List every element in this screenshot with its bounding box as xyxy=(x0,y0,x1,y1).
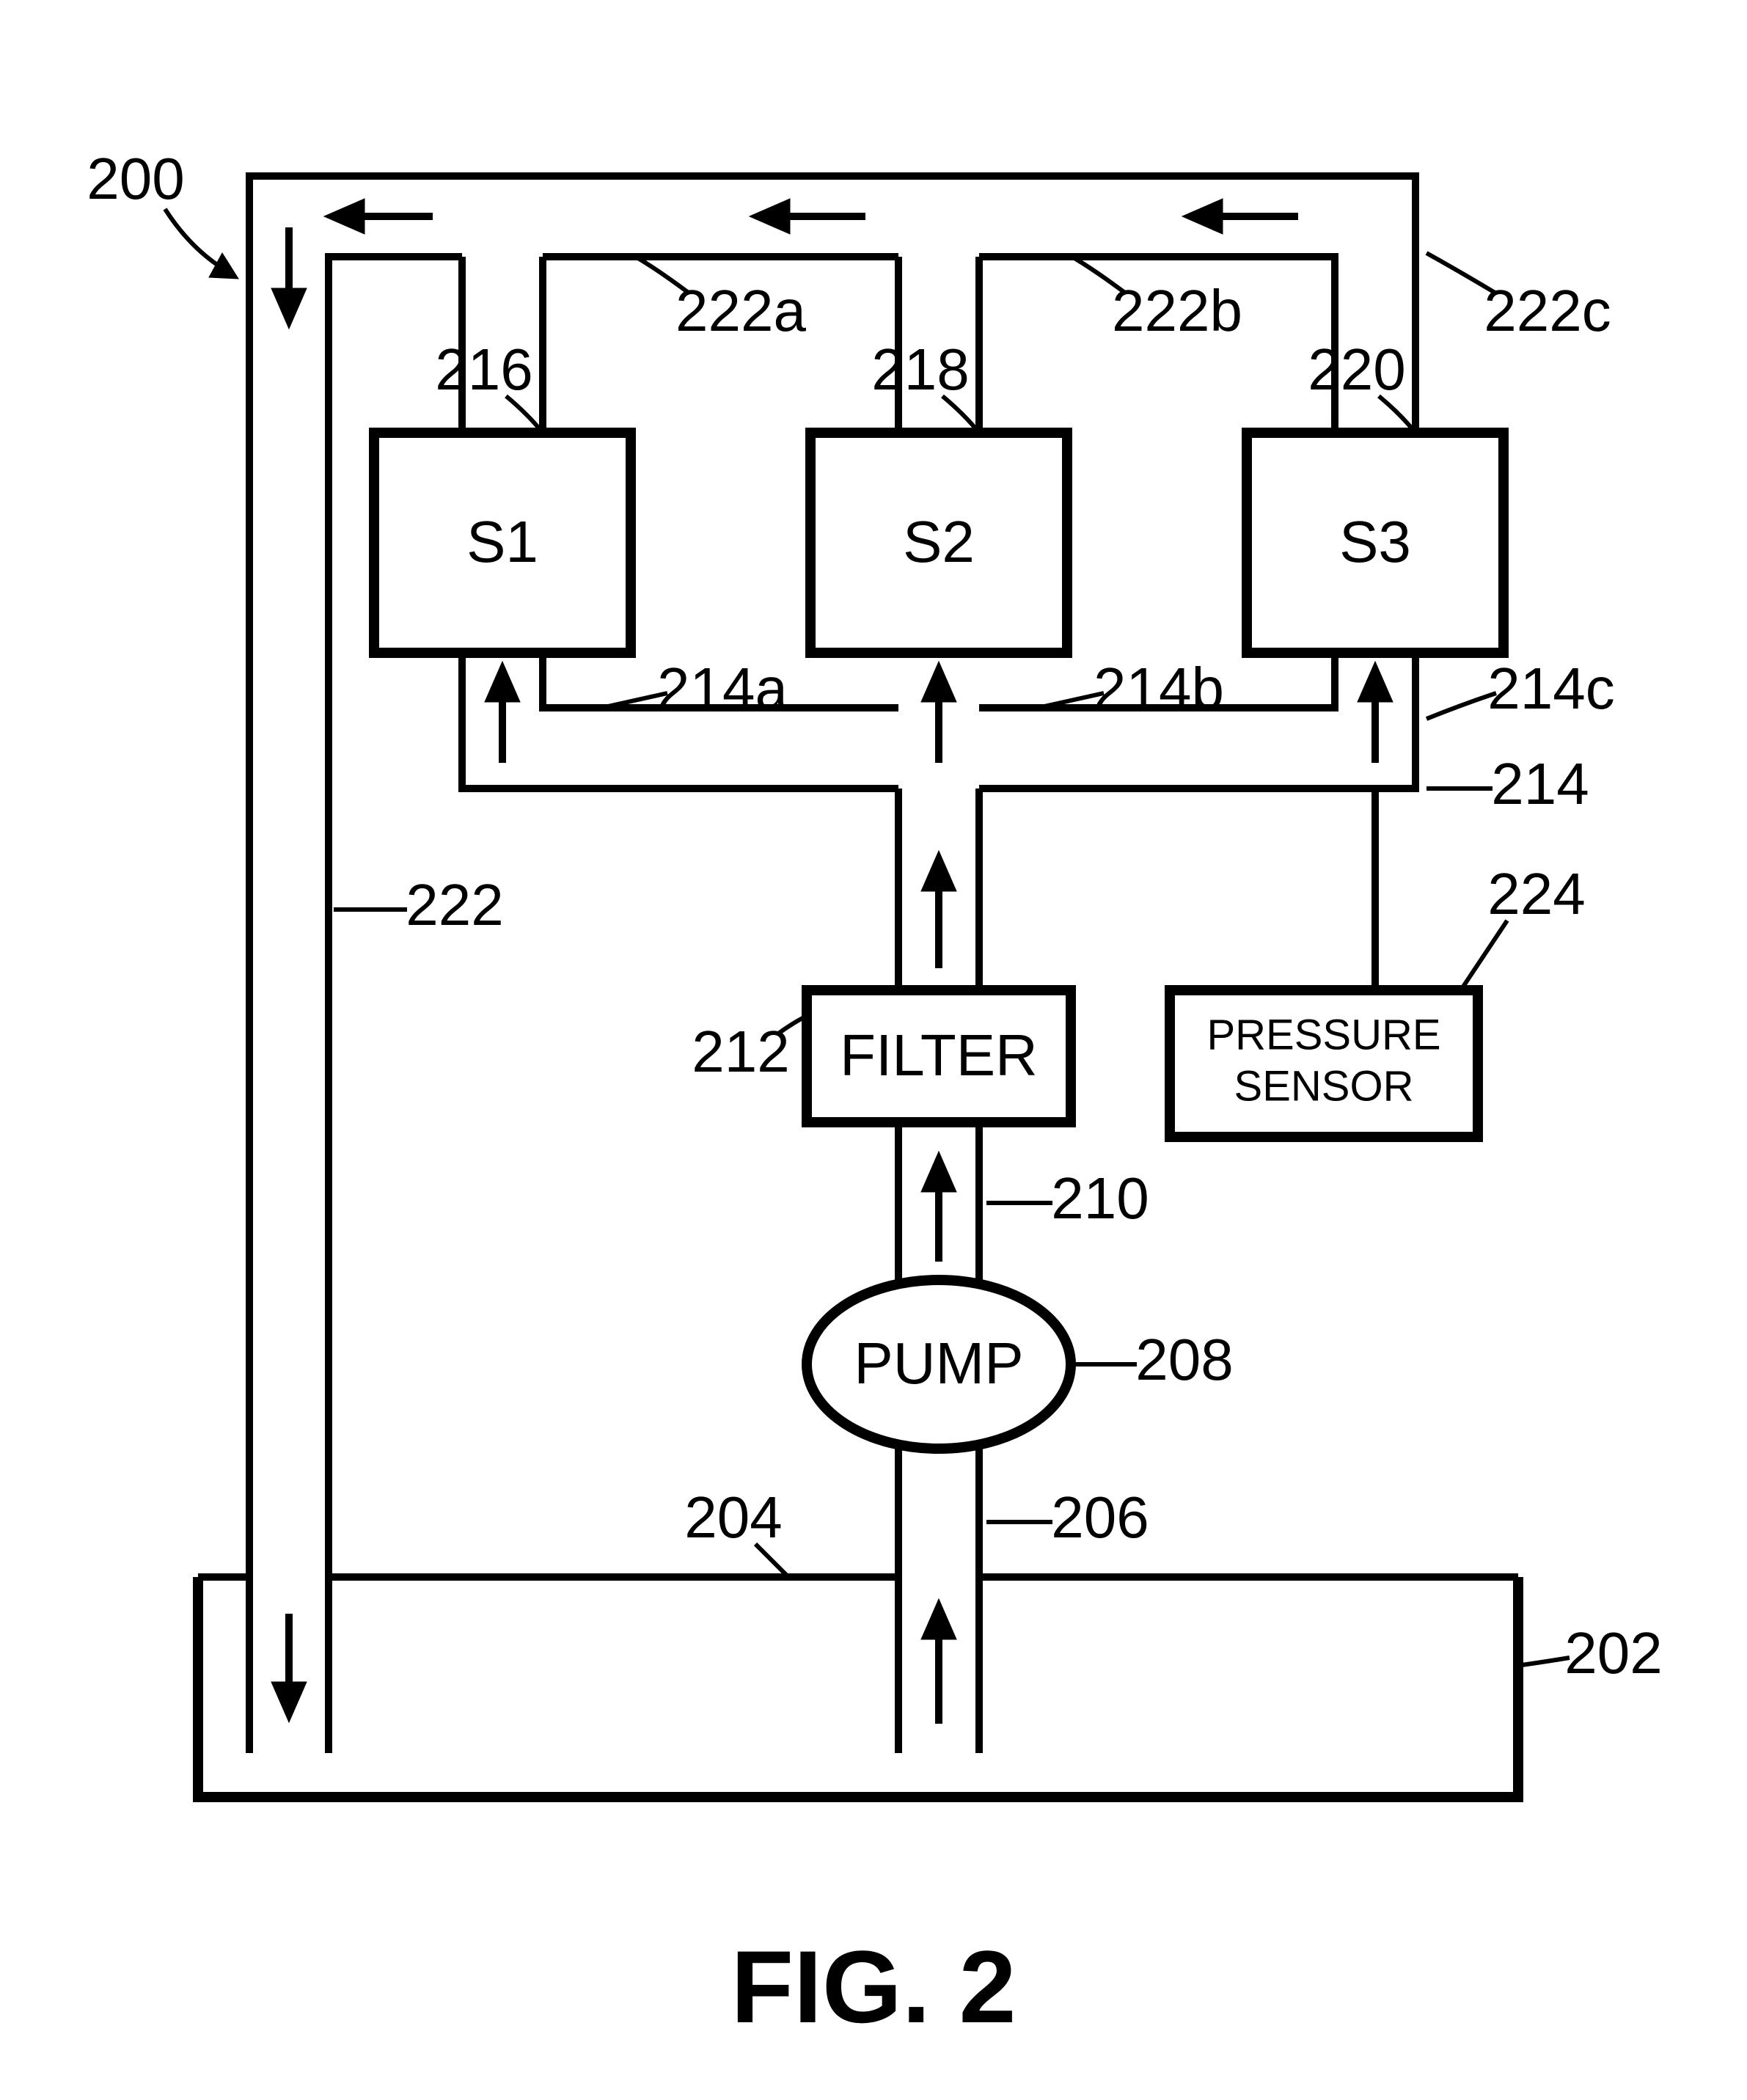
return-down-arrow-bottom xyxy=(271,1614,307,1722)
ref-200: 200 xyxy=(87,146,184,211)
ref-212: 212 xyxy=(692,1019,789,1084)
manifold-trunk-arrow xyxy=(921,851,956,968)
inlet-arrow-s2 xyxy=(921,662,956,763)
ref-220: 220 xyxy=(1308,337,1405,402)
leader-222b xyxy=(1074,258,1126,293)
ref-206: 206 xyxy=(1051,1485,1149,1550)
ref-214b: 214b xyxy=(1094,656,1224,721)
figure-label: FIG. 2 xyxy=(731,1929,1017,2044)
ref-210: 210 xyxy=(1051,1166,1149,1231)
pressure-sensor-label-1: PRESSURE xyxy=(1206,1011,1440,1058)
sump-tank xyxy=(198,1577,1518,1797)
pump-label: PUMP xyxy=(854,1331,1023,1396)
ref-214: 214 xyxy=(1491,751,1589,816)
ref-222b: 222b xyxy=(1112,278,1242,343)
ref-222c: 222c xyxy=(1484,278,1611,343)
ref-216: 216 xyxy=(435,337,532,402)
leader-222a xyxy=(638,258,689,293)
ref-222a: 222a xyxy=(675,278,806,343)
return-outer xyxy=(249,176,1415,1753)
s3-label: S3 xyxy=(1339,509,1411,574)
return-down-arrow-top xyxy=(271,227,307,329)
ref-204: 204 xyxy=(684,1485,782,1550)
leader-200-head xyxy=(209,253,238,279)
ref-214c: 214c xyxy=(1487,656,1614,721)
ref-218: 218 xyxy=(871,337,969,402)
ref-208: 208 xyxy=(1135,1327,1233,1392)
return-arrow-1 xyxy=(1182,199,1298,234)
filter-label: FILTER xyxy=(840,1022,1038,1088)
ref-224: 224 xyxy=(1487,861,1585,926)
supply-conduit-arrow xyxy=(921,1599,956,1724)
ref-202: 202 xyxy=(1564,1620,1662,1686)
ref-222: 222 xyxy=(406,872,503,937)
inlet-arrow-s1 xyxy=(485,662,520,763)
return-arrow-3 xyxy=(324,199,433,234)
pump-filter-arrow xyxy=(921,1152,956,1262)
inlet-arrow-s3 xyxy=(1358,662,1393,763)
s2-label: S2 xyxy=(903,509,975,574)
leader-214c xyxy=(1426,693,1496,719)
ref-214a: 214a xyxy=(657,656,788,721)
leader-222c xyxy=(1426,253,1496,293)
return-arrow-2 xyxy=(750,199,865,234)
pressure-sensor-label-2: SENSOR xyxy=(1234,1062,1414,1110)
leader-202 xyxy=(1522,1658,1570,1665)
s1-label: S1 xyxy=(466,509,538,574)
leader-224 xyxy=(1463,921,1507,987)
